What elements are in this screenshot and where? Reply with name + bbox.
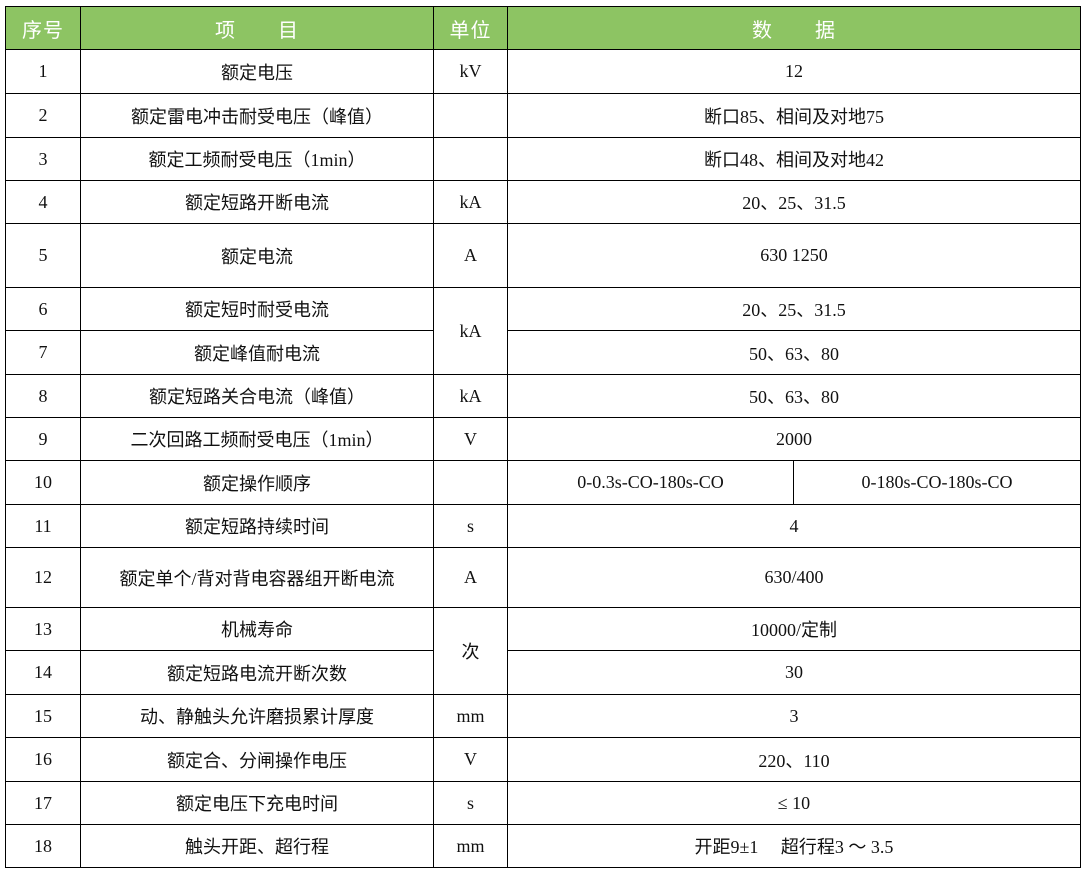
data-value: 3 — [507, 694, 1081, 738]
item-name: 触头开距、超行程 — [80, 824, 434, 868]
row-number: 3 — [5, 137, 81, 181]
row-number: 10 — [5, 460, 81, 505]
data-value: 630 1250 — [507, 223, 1081, 288]
data-value: 630/400 — [507, 547, 1081, 608]
item-name: 额定工频耐受电压（1min） — [80, 137, 434, 181]
data-value: 12 — [507, 49, 1081, 94]
data-value: 4 — [507, 504, 1081, 548]
item-name: 额定合、分闸操作电压 — [80, 737, 434, 782]
table-row: 1 额定电压 kV 12 — [5, 49, 1081, 94]
item-name: 额定短时耐受电流 — [80, 287, 434, 331]
table-row: 6 额定短时耐受电流 kA 20、25、31.5 — [5, 287, 1081, 375]
row-number: 9 — [5, 417, 81, 461]
row-number: 1 — [5, 49, 81, 94]
data-value: 20、25、31.5 — [507, 287, 1081, 331]
unit-cell: V — [433, 737, 508, 782]
row-number: 16 — [5, 737, 81, 782]
data-value: 220、110 — [507, 737, 1081, 782]
row-number: 2 — [5, 93, 81, 138]
data-value: 50、63、80 — [507, 330, 1081, 375]
item-name: 额定短路持续时间 — [80, 504, 434, 548]
header-row: 序号 项 目 单位 数 据 — [5, 6, 1081, 50]
header-item: 项 目 — [80, 6, 434, 50]
table-row: 3 额定工频耐受电压（1min） 断口48、相间及对地42 — [5, 137, 1081, 181]
row-number: 17 — [5, 781, 81, 825]
row-number: 6 — [5, 287, 81, 331]
data-value: 断口48、相间及对地42 — [507, 137, 1081, 181]
table-row: 11 额定短路持续时间 s 4 — [5, 504, 1081, 548]
table-row: 17 额定电压下充电时间 s ≤ 10 — [5, 781, 1081, 825]
table-row: 4 额定短路开断电流 kA 20、25、31.5 — [5, 180, 1081, 224]
data-value: 开距9±1 超行程3 ～ 3.5 — [507, 824, 1081, 868]
table-row: 5 额定电流 A 630 1250 — [5, 223, 1081, 288]
data-value: 断口85、相间及对地75 — [507, 93, 1081, 138]
unit-cell — [433, 137, 508, 181]
table-row: 8 额定短路关合电流（峰值） kA 50、63、80 — [5, 374, 1081, 418]
item-name: 额定电流 — [80, 223, 434, 288]
table-row: 16 额定合、分闸操作电压 V 220、110 — [5, 737, 1081, 782]
data-value: 10000/定制 — [507, 607, 1081, 651]
unit-cell: mm — [433, 694, 508, 738]
unit-cell: kA — [433, 180, 508, 224]
item-name: 额定峰值耐电流 — [80, 330, 434, 375]
table-row: 13 机械寿命次 10000/定制 — [5, 607, 1081, 695]
unit-cell: kV — [433, 49, 508, 94]
unit-cell: s — [433, 504, 508, 548]
item-name: 额定雷电冲击耐受电压（峰值） — [80, 93, 434, 138]
data-value: 50、63、80 — [507, 374, 1081, 418]
data-value: 30 — [507, 650, 1081, 695]
item-name: 额定单个/背对背电容器组开断电流 — [80, 547, 434, 608]
data-value: 0-180s-CO-180s-CO — [793, 460, 1081, 505]
data-value: ≤ 10 — [507, 781, 1081, 825]
row-number: 13 — [5, 607, 81, 651]
table-row: 14 额定短路电流开断次数 30 — [5, 650, 1081, 695]
data-value: 20、25、31.5 — [507, 180, 1081, 224]
row-number: 11 — [5, 504, 81, 548]
row-number: 8 — [5, 374, 81, 418]
header-no: 序号 — [5, 6, 81, 50]
data-value: 2000 — [507, 417, 1081, 461]
item-name: 额定电压下充电时间 — [80, 781, 434, 825]
item-name: 机械寿命 — [80, 607, 434, 651]
item-name: 额定短路关合电流（峰值） — [80, 374, 434, 418]
unit-cell — [433, 460, 508, 505]
item-name: 额定短路开断电流 — [80, 180, 434, 224]
row-number: 15 — [5, 694, 81, 738]
item-name: 二次回路工频耐受电压（1min） — [80, 417, 434, 461]
unit-cell: A — [433, 547, 508, 608]
unit-cell: kA — [433, 287, 508, 375]
row-number: 12 — [5, 547, 81, 608]
table-row: 7 额定峰值耐电流 50、63、80 — [5, 330, 1081, 375]
unit-cell: s — [433, 781, 508, 825]
item-name: 额定短路电流开断次数 — [80, 650, 434, 695]
row-number: 4 — [5, 180, 81, 224]
unit-cell: 次 — [433, 607, 508, 695]
unit-cell — [433, 93, 508, 138]
table-row: 10 额定操作顺序 0-0.3s-CO-180s-CO 0-180s-CO-180s-… — [5, 460, 1081, 505]
table-row: 15 动、静触头允许磨损累计厚度 mm 3 — [5, 694, 1081, 738]
row-number: 7 — [5, 330, 81, 375]
table-row: 9 二次回路工频耐受电压（1min） V 2000 — [5, 417, 1081, 461]
data-value: 0-0.3s-CO-180s-CO — [507, 460, 794, 505]
unit-cell: kA — [433, 374, 508, 418]
unit-cell: V — [433, 417, 508, 461]
header-unit: 单位 — [433, 6, 508, 50]
item-name: 额定操作顺序 — [80, 460, 434, 505]
row-number: 14 — [5, 650, 81, 695]
item-name: 动、静触头允许磨损累计厚度 — [80, 694, 434, 738]
header-data: 数 据 — [507, 6, 1081, 50]
table-row: 18 触头开距、超行程 mm 开距9±1 超行程3 ～ 3.5 — [5, 824, 1081, 868]
row-number: 5 — [5, 223, 81, 288]
row-number: 18 — [5, 824, 81, 868]
table-row: 12 额定单个/背对背电容器组开断电流 A 630/400 — [5, 547, 1081, 608]
table-row: 2 额定雷电冲击耐受电压（峰值） 断口85、相间及对地75 — [5, 93, 1081, 138]
spec-table: 序号 项 目 单位 数 据 1 额定电压 kV 12 2 额定雷电冲击耐受电压（峰值） 断口… — [5, 6, 1081, 868]
item-name: 额定电压 — [80, 49, 434, 94]
unit-cell: mm — [433, 824, 508, 868]
unit-cell: A — [433, 223, 508, 288]
